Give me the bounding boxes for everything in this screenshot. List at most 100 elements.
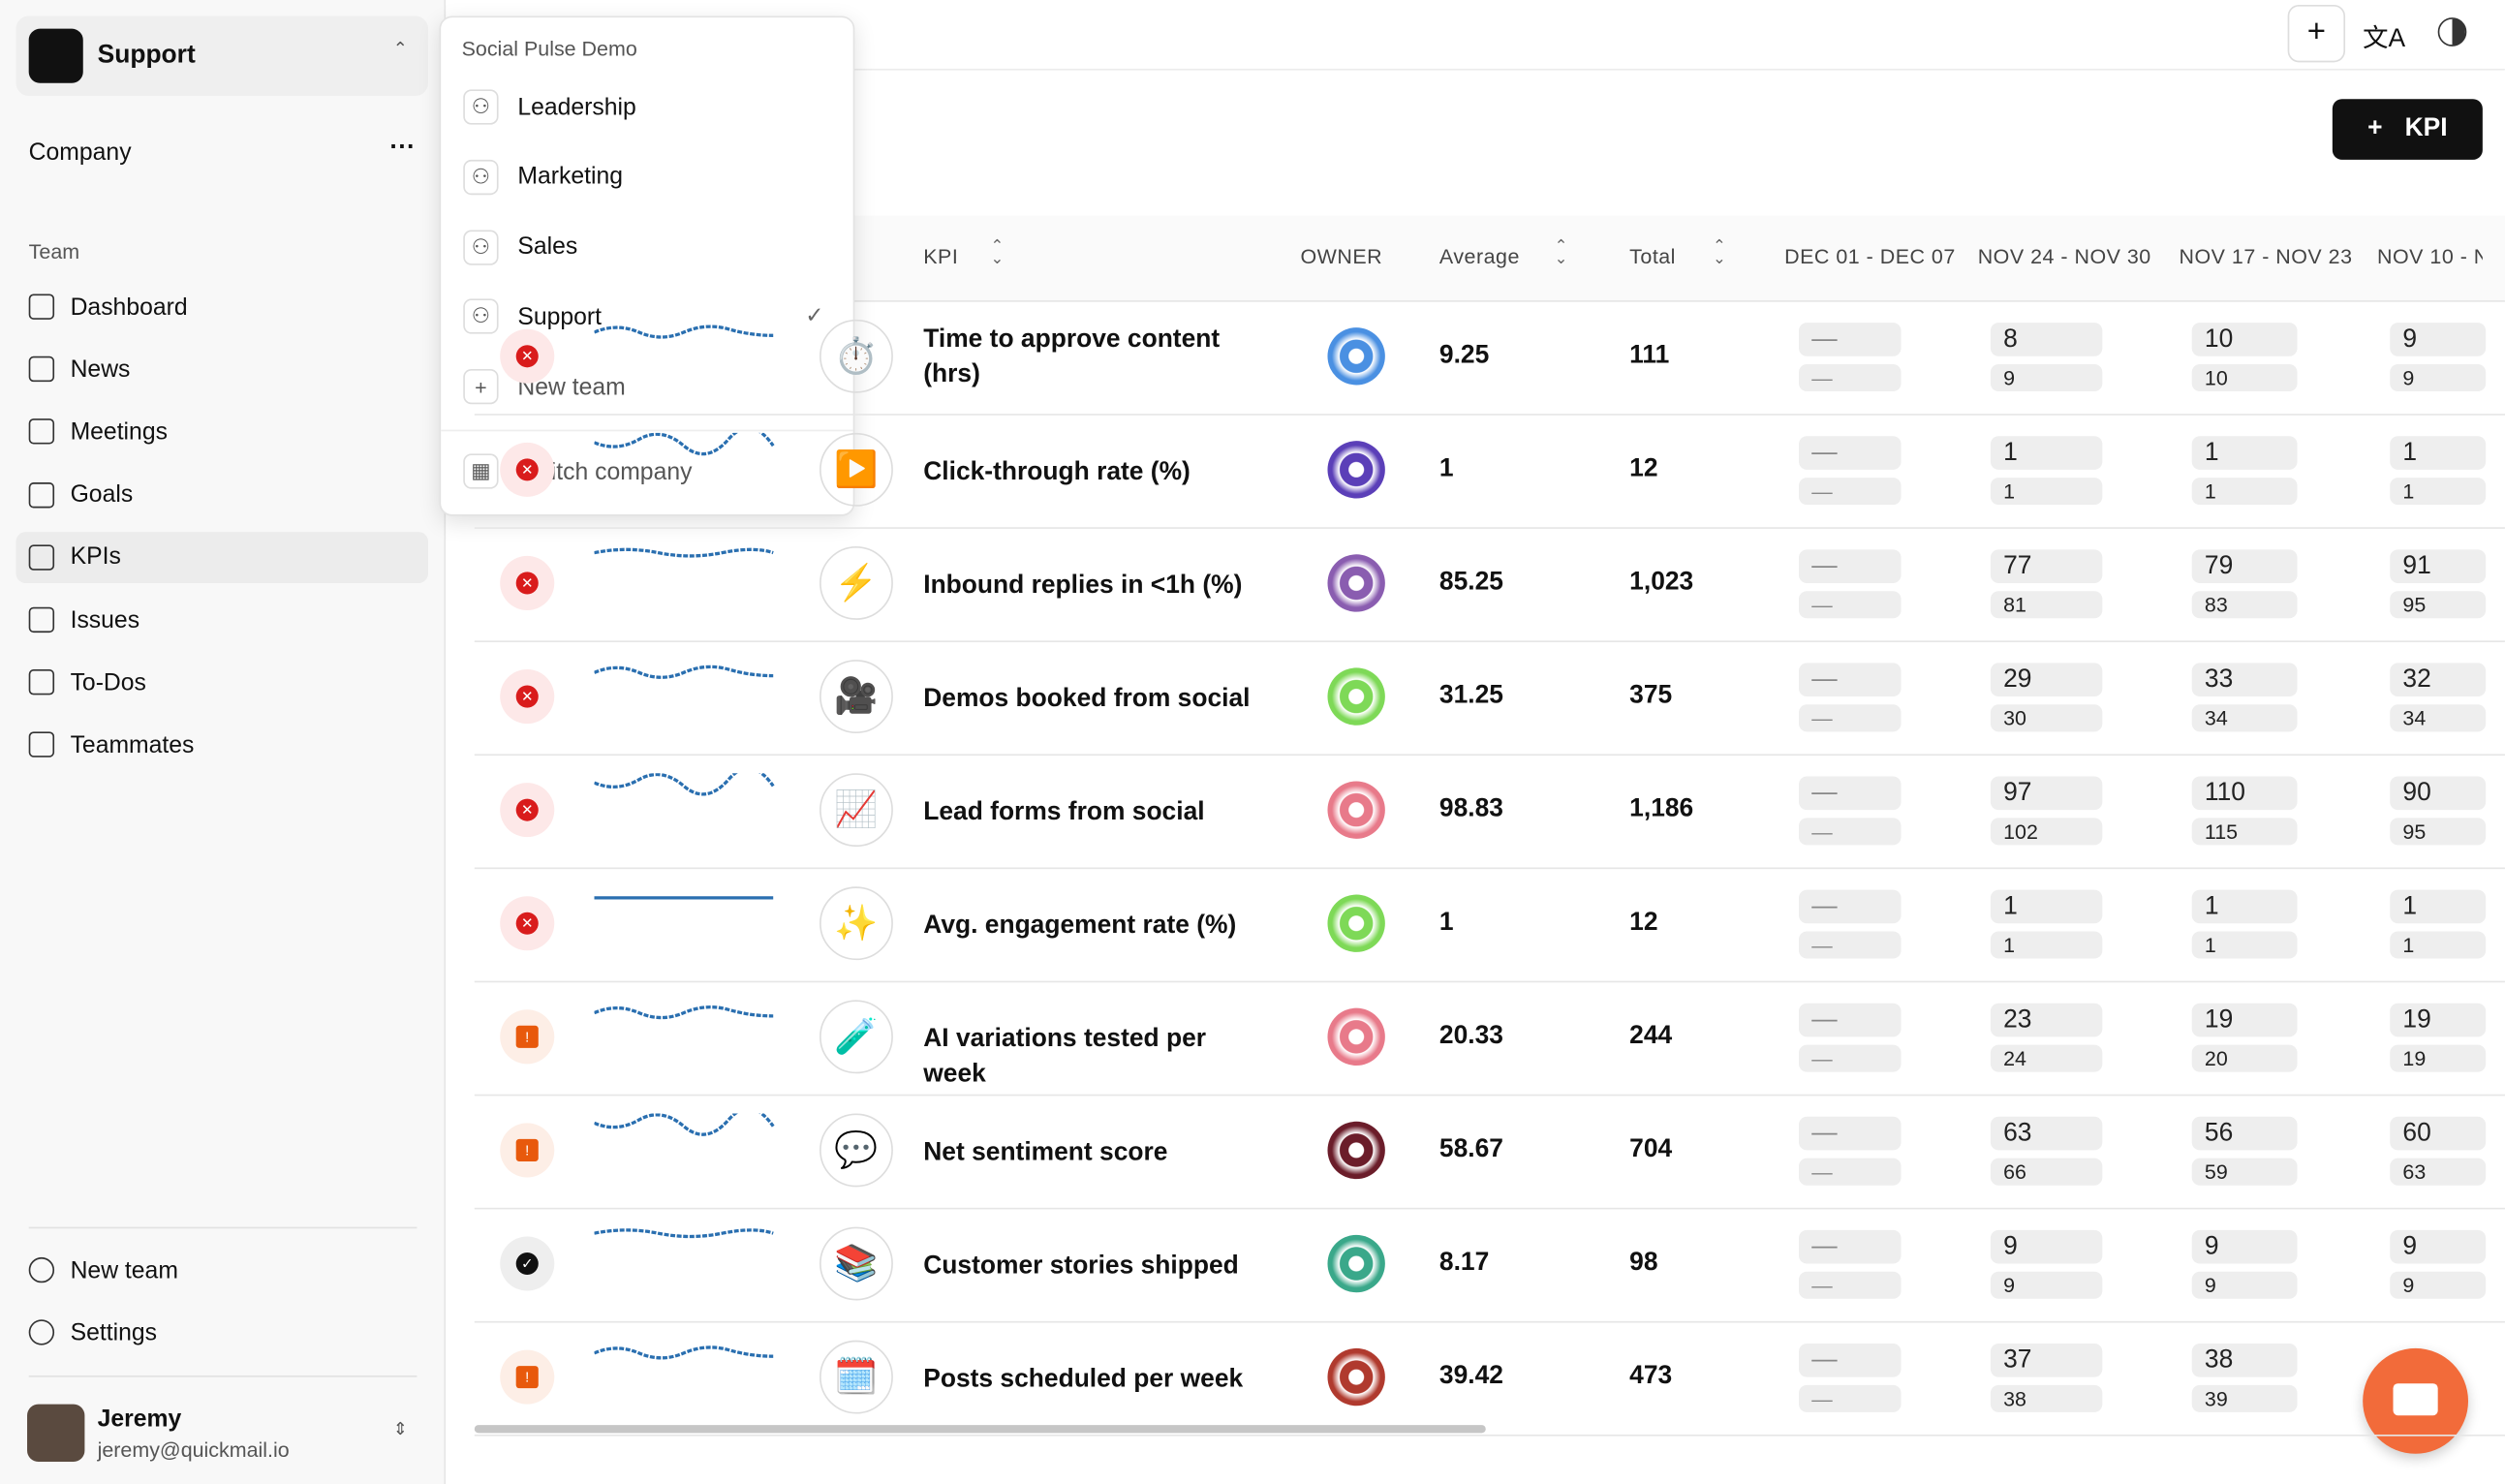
theme-button[interactable] (2437, 17, 2467, 46)
team-item[interactable]: ⚇ Marketing (463, 153, 623, 201)
week-goal[interactable]: 24 (1990, 1044, 2103, 1072)
week-goal[interactable]: 9 (1990, 364, 2103, 392)
week-goal[interactable]: — (1798, 591, 1902, 619)
week-goal[interactable]: 10 (2191, 364, 2298, 392)
week-goal[interactable]: 30 (1990, 704, 2103, 732)
team-item[interactable]: ⚇ Sales (463, 223, 577, 270)
kpi-row[interactable]: ! 🗓️ Posts scheduled per week 39.42 473 — — 37 3… (474, 1321, 2505, 1437)
bottom-nav-item[interactable]: Settings (28, 1307, 428, 1358)
week-goal[interactable]: 19 (2390, 1044, 2487, 1072)
week-goal[interactable]: 115 (2191, 818, 2298, 846)
week-actual[interactable]: 63 (1990, 1116, 2103, 1151)
week-actual[interactable]: — (1798, 1229, 1902, 1264)
column-header[interactable]: Total (1629, 244, 1676, 269)
week-goal[interactable]: 95 (2390, 591, 2487, 619)
kpi-row[interactable]: ! 🧪 AI variations tested per week 20.33 244 —… (474, 981, 2505, 1097)
week-actual[interactable]: — (1798, 1003, 1902, 1037)
week-goal[interactable]: 83 (2191, 591, 2298, 619)
nav-item[interactable]: News (28, 344, 428, 395)
week-goal[interactable]: — (1798, 1271, 1902, 1299)
week-actual[interactable]: — (1798, 323, 1902, 356)
nav-item[interactable]: Meetings (28, 407, 428, 458)
week-actual[interactable]: 32 (2390, 663, 2487, 697)
column-header[interactable]: DEC 01 - DEC 07 (1784, 244, 1956, 269)
column-header[interactable]: NOV 24 - NOV 30 (1977, 244, 2151, 269)
nav-item[interactable]: Teammates (28, 720, 428, 771)
week-actual[interactable]: 9 (2390, 323, 2487, 356)
chat-button[interactable] (2363, 1347, 2469, 1454)
week-goal[interactable]: 38 (1990, 1384, 2103, 1412)
week-goal[interactable]: 1 (2191, 931, 2298, 959)
week-goal[interactable]: 9 (2390, 364, 2487, 392)
week-goal[interactable]: — (1798, 704, 1902, 732)
nav-item[interactable]: Dashboard (28, 281, 428, 332)
week-actual[interactable]: 60 (2390, 1116, 2487, 1151)
week-actual[interactable]: 1 (2390, 889, 2487, 924)
week-goal[interactable]: 1 (2390, 931, 2487, 959)
add-kpi-button[interactable]: + KPI (2332, 99, 2483, 160)
week-actual[interactable]: — (1798, 1343, 1902, 1377)
kpi-row[interactable]: ✕ ▶️ Click-through rate (%) 1 12 — — 1 1 1 1 1 1 (474, 414, 2505, 529)
week-goal[interactable]: 66 (1990, 1158, 2103, 1186)
week-goal[interactable]: 1 (2390, 478, 2487, 506)
nav-item[interactable]: KPIs (15, 531, 428, 583)
kpi-row[interactable]: ✕ ⏱️ Time to approve content (hrs) 9.25 111 —… (474, 300, 2505, 416)
week-actual[interactable]: 1 (2191, 436, 2298, 470)
week-goal[interactable]: 81 (1990, 591, 2103, 619)
week-goal[interactable]: 39 (2191, 1384, 2298, 1412)
kpi-row[interactable]: ✕ ⚡ Inbound replies in <1h (%) 85.25 1,023 — —… (474, 527, 2505, 642)
kpi-row[interactable]: ! 💬 Net sentiment score 58.67 704 — — 63 66 56 59 6… (474, 1095, 2505, 1210)
week-goal[interactable]: — (1798, 931, 1902, 959)
week-actual[interactable]: 9 (2390, 1229, 2487, 1264)
week-actual[interactable]: 37 (1990, 1343, 2103, 1377)
week-actual[interactable]: — (1798, 549, 1902, 583)
week-actual[interactable]: — (1798, 663, 1902, 697)
week-actual[interactable]: — (1798, 1116, 1902, 1151)
column-header[interactable]: Average (1438, 244, 1520, 269)
week-actual[interactable]: — (1798, 436, 1902, 470)
nav-item[interactable]: Goals (28, 469, 428, 520)
company-name[interactable]: Company (28, 139, 132, 167)
team-switcher[interactable]: Support ⌃ (15, 15, 428, 96)
week-goal[interactable]: 34 (2191, 704, 2298, 732)
week-actual[interactable]: 38 (2191, 1343, 2298, 1377)
week-actual[interactable]: 23 (1990, 1003, 2103, 1037)
week-goal[interactable]: 95 (2390, 818, 2487, 846)
team-item[interactable]: ⚇ Leadership (463, 83, 636, 131)
week-goal[interactable]: 34 (2390, 704, 2487, 732)
week-actual[interactable]: 33 (2191, 663, 2298, 697)
nav-item[interactable]: Issues (28, 595, 428, 646)
week-goal[interactable]: — (1798, 478, 1902, 506)
week-actual[interactable]: — (1798, 889, 1902, 924)
week-actual[interactable]: 56 (2191, 1116, 2298, 1151)
week-actual[interactable]: 9 (2191, 1229, 2298, 1264)
week-actual[interactable]: 1 (1990, 889, 2103, 924)
column-header[interactable]: NOV 10 - NOV 16 (2377, 244, 2483, 269)
week-actual[interactable]: 97 (1990, 776, 2103, 811)
add-icon-button[interactable]: + (2287, 4, 2346, 63)
week-goal[interactable]: 1 (2191, 478, 2298, 506)
week-actual[interactable]: 8 (1990, 323, 2103, 356)
week-goal[interactable]: 9 (2191, 1271, 2298, 1299)
team-item[interactable]: ⚇ Support (463, 293, 602, 340)
week-actual[interactable]: 19 (2390, 1003, 2487, 1037)
week-actual[interactable]: 29 (1990, 663, 2103, 697)
week-actual[interactable]: 1 (2191, 889, 2298, 924)
nav-item[interactable]: To-Dos (28, 657, 428, 708)
sort-icon[interactable]: ⌃ ⌄ (990, 237, 1005, 269)
week-actual[interactable]: 90 (2390, 776, 2487, 811)
week-goal[interactable]: — (1798, 364, 1902, 392)
column-header[interactable]: KPI (923, 244, 959, 269)
kpi-row[interactable]: ✕ ✨ Avg. engagement rate (%) 1 12 — — 1 1 1 1 1 1 (474, 868, 2505, 983)
week-actual[interactable]: 79 (2191, 549, 2298, 583)
kpi-row[interactable]: ✕ 📈 Lead forms from social 98.83 1,186 — — 97 10… (474, 754, 2505, 870)
scrollbar[interactable] (474, 1425, 1486, 1434)
week-actual[interactable]: 1 (2390, 436, 2487, 470)
more-button[interactable]: ··· (389, 134, 416, 162)
week-actual[interactable]: — (1798, 776, 1902, 811)
week-goal[interactable]: 63 (2390, 1158, 2487, 1186)
column-header[interactable]: NOV 17 - NOV 23 (2179, 244, 2353, 269)
kpi-row[interactable]: ✓ 📚 Customer stories shipped 8.17 98 — — 9 9 9 9 9 9 (474, 1208, 2505, 1323)
week-actual[interactable]: 19 (2191, 1003, 2298, 1037)
week-actual[interactable]: 10 (2191, 323, 2298, 356)
